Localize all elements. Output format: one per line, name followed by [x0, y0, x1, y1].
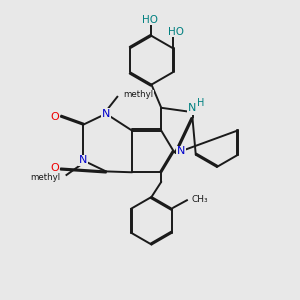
Text: H: H: [197, 98, 204, 108]
Text: N: N: [79, 155, 87, 165]
Text: N: N: [102, 109, 110, 119]
Text: O: O: [50, 112, 59, 122]
Text: HO: HO: [168, 27, 184, 37]
Text: CH₃: CH₃: [192, 195, 208, 204]
Text: HO: HO: [142, 14, 158, 25]
Text: methyl: methyl: [123, 90, 153, 99]
Text: O: O: [50, 164, 59, 173]
Text: N: N: [177, 146, 185, 157]
Text: methyl: methyl: [30, 173, 60, 182]
Text: N: N: [188, 103, 196, 113]
